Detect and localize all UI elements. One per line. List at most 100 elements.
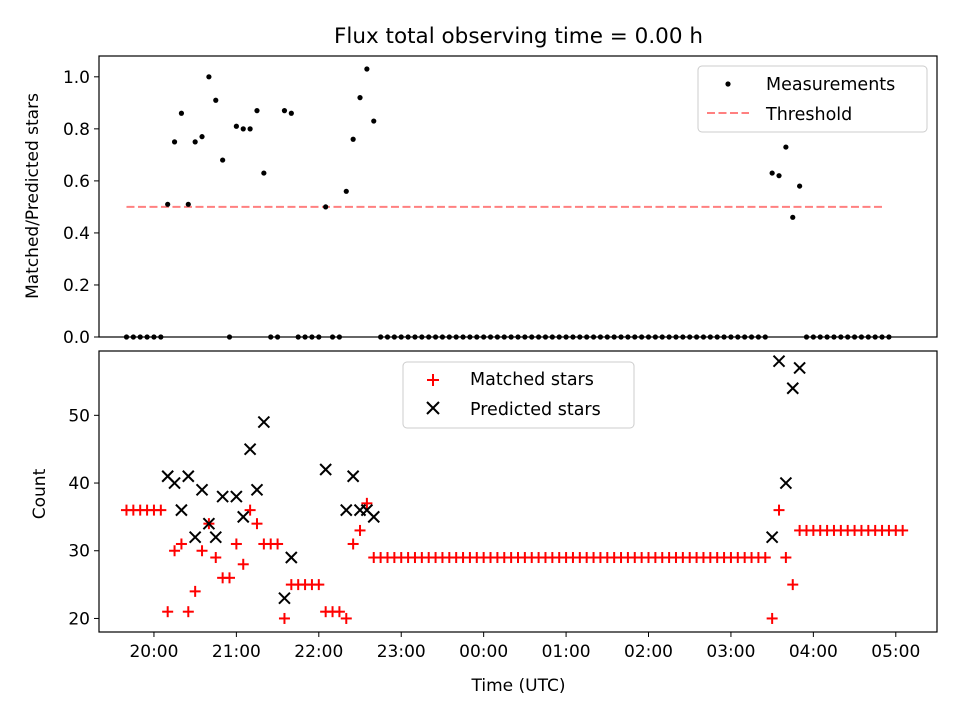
bottom-y-tick-label: 20 bbox=[68, 609, 90, 629]
bottom-y-tick-label: 40 bbox=[68, 474, 90, 494]
measurement-point bbox=[838, 334, 844, 340]
measurement-point bbox=[611, 334, 617, 340]
measurement-point bbox=[316, 334, 322, 340]
predicted-point bbox=[779, 476, 793, 490]
x-axis-label: Time (UTC) bbox=[471, 676, 566, 696]
measurement-point bbox=[419, 334, 425, 340]
measurement-point bbox=[803, 334, 810, 340]
measurement-point bbox=[748, 334, 755, 340]
matched-point bbox=[759, 552, 771, 564]
measurement-point bbox=[790, 214, 796, 220]
measurement-point bbox=[123, 334, 130, 340]
measurement-point bbox=[274, 334, 281, 340]
predicted-point bbox=[230, 490, 243, 503]
predicted-point bbox=[285, 551, 298, 564]
bottom-y-axis-label: Count bbox=[30, 468, 50, 519]
measurement-point bbox=[144, 334, 150, 340]
x-tick-label: 23:00 bbox=[377, 642, 426, 662]
measurement-point bbox=[783, 144, 789, 150]
measurement-point bbox=[130, 334, 136, 340]
matched-point bbox=[237, 558, 249, 570]
chart-title: Flux total observing time = 0.00 h bbox=[334, 24, 703, 49]
measurement-point bbox=[233, 123, 239, 129]
matched-point bbox=[780, 552, 792, 564]
x-tick-label: 21:00 bbox=[212, 642, 261, 662]
predicted-point bbox=[346, 470, 360, 483]
matched-point bbox=[169, 545, 181, 557]
matched-point bbox=[787, 579, 799, 591]
measurement-point bbox=[508, 334, 514, 340]
measurement-point bbox=[474, 334, 480, 340]
matched-point bbox=[210, 552, 222, 564]
measurement-point bbox=[405, 334, 411, 340]
measurement-point bbox=[584, 334, 590, 340]
legend-measurements-marker bbox=[725, 81, 731, 87]
legend-threshold-label: Threshold bbox=[765, 105, 852, 125]
measurement-point bbox=[515, 334, 521, 340]
predicted-point bbox=[367, 510, 380, 524]
measurement-point bbox=[329, 334, 336, 340]
predicted-point bbox=[250, 483, 264, 497]
predicted-point bbox=[175, 503, 188, 517]
measurement-point bbox=[398, 334, 404, 340]
predicted-point bbox=[319, 463, 332, 476]
measurement-point bbox=[604, 334, 610, 340]
matched-point bbox=[766, 612, 778, 624]
measurement-point bbox=[137, 334, 143, 340]
measurement-point bbox=[446, 334, 452, 340]
measurement-point bbox=[240, 126, 246, 132]
legend-measurements-label: Measurements bbox=[766, 75, 895, 95]
top-y-tick-label: 0.4 bbox=[63, 224, 90, 244]
predicted-point bbox=[188, 530, 202, 544]
measurement-point bbox=[879, 334, 885, 340]
measurement-point bbox=[577, 334, 583, 340]
measurement-point bbox=[151, 334, 157, 340]
matched-layer bbox=[120, 497, 909, 624]
x-tick-label: 20:00 bbox=[129, 642, 178, 662]
measurement-point bbox=[439, 334, 446, 340]
x-tick-label: 22:00 bbox=[294, 642, 343, 662]
predicted-point bbox=[786, 382, 799, 395]
measurement-point bbox=[432, 334, 439, 340]
measurement-point bbox=[481, 334, 487, 340]
top-y-ticks: 0.0 0.2 0.4 0.6 0.8 1.0 bbox=[63, 68, 99, 348]
measurement-point bbox=[206, 74, 212, 80]
bottom-x-ticks: 20:00 21:00 22:00 23:00 00:00 01:00 02:00 03:00… bbox=[129, 632, 920, 662]
measurement-point bbox=[323, 204, 329, 210]
measurement-point bbox=[378, 334, 384, 340]
matched-point bbox=[244, 504, 256, 516]
measurement-point bbox=[872, 334, 878, 340]
measurement-point bbox=[336, 334, 343, 340]
predicted-point bbox=[209, 530, 222, 544]
measurement-point bbox=[426, 334, 432, 340]
measurement-point bbox=[590, 334, 597, 340]
top-y-axis-label: Matched/Predicted stars bbox=[23, 93, 43, 299]
measurement-point bbox=[810, 334, 816, 340]
top-legend-box bbox=[697, 65, 928, 133]
measurement-point bbox=[597, 334, 604, 340]
measurement-point bbox=[824, 334, 830, 340]
measurement-point bbox=[797, 183, 803, 189]
measurement-point bbox=[453, 334, 459, 340]
measurement-point bbox=[549, 334, 555, 340]
matched-point bbox=[340, 612, 352, 624]
measurement-point bbox=[494, 334, 500, 340]
predicted-point bbox=[182, 470, 195, 483]
measurement-point bbox=[666, 334, 672, 340]
measurement-point bbox=[652, 334, 658, 340]
measurement-point bbox=[171, 139, 178, 145]
measurement-point bbox=[522, 334, 528, 340]
measurement-point bbox=[693, 334, 700, 340]
measurement-point bbox=[886, 334, 892, 340]
measurements-layer bbox=[123, 66, 892, 340]
measurement-point bbox=[158, 334, 164, 340]
bottom-legend-box bbox=[402, 361, 635, 429]
measurement-point bbox=[487, 334, 494, 340]
matched-point bbox=[354, 524, 366, 536]
predicted-point bbox=[793, 361, 806, 375]
matched-point bbox=[272, 538, 284, 550]
x-tick-label: 03:00 bbox=[706, 642, 755, 662]
matched-point bbox=[278, 612, 290, 624]
x-tick-label: 00:00 bbox=[459, 642, 508, 662]
